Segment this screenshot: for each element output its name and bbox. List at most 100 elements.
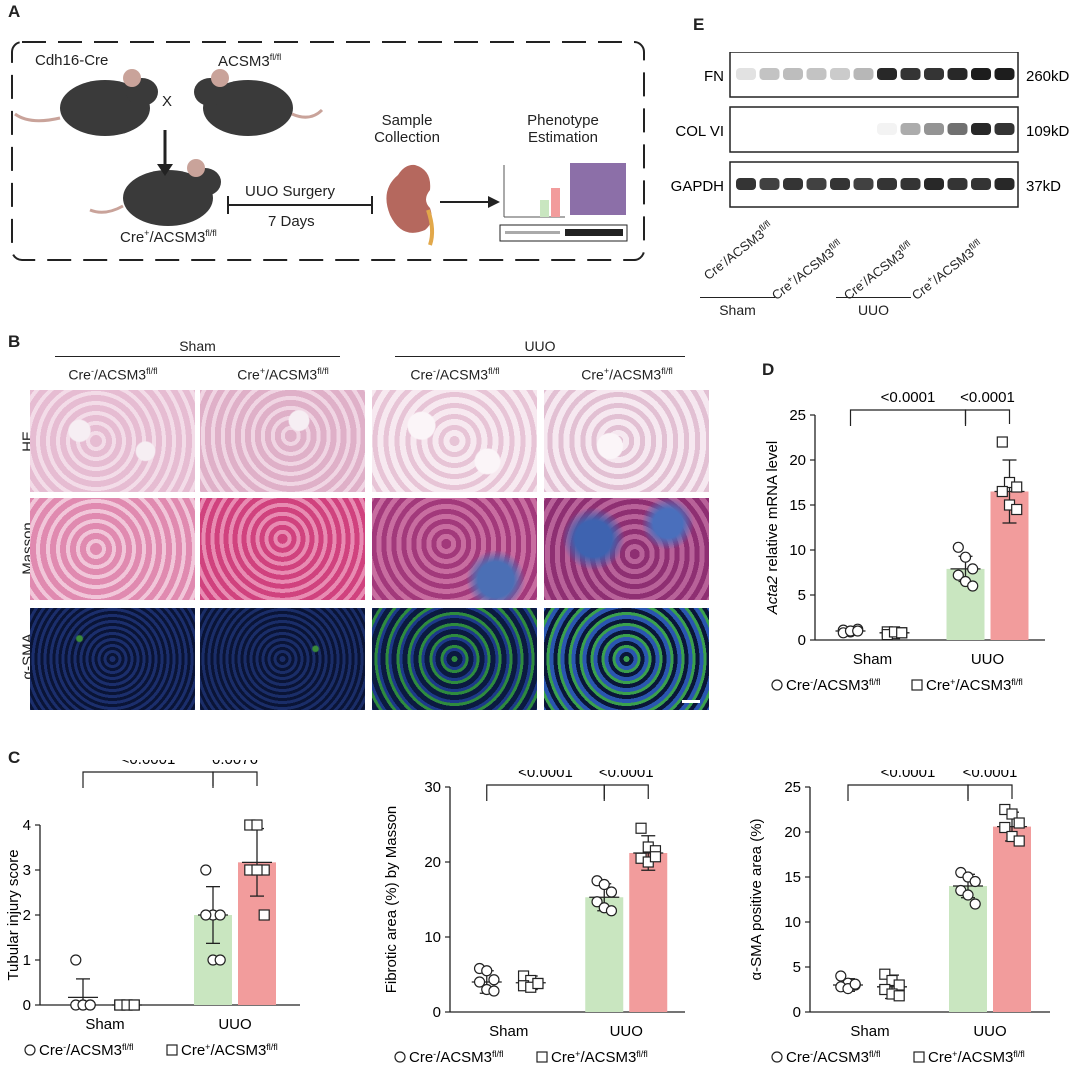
blot-band — [806, 68, 827, 80]
histo-col-2: Cre+/ACSM3fl/fl — [237, 366, 329, 383]
y-tick-label: 0 — [433, 1004, 441, 1021]
y-tick-label: 10 — [784, 914, 801, 931]
data-point — [200, 909, 212, 921]
panel-label-b: B — [8, 332, 21, 351]
blot-band — [759, 178, 780, 190]
blot-band — [994, 178, 1015, 190]
histo-asma-sham-pos — [200, 608, 365, 710]
data-point — [969, 898, 981, 910]
blot-band — [947, 68, 968, 80]
histo-masson-sham-pos — [200, 498, 365, 600]
y-tick-label: 1 — [23, 952, 31, 969]
sig-bracket — [212, 771, 258, 786]
p-value-label: 0.0076 — [212, 760, 258, 768]
histo-masson-uuo-pos — [544, 498, 709, 600]
blot-band — [971, 68, 991, 80]
bar — [629, 853, 668, 1012]
legend-label: Cre-/ACSM3fl/fl — [786, 1049, 881, 1066]
y-tick-label: 20 — [789, 452, 806, 469]
data-point — [605, 886, 618, 898]
y-tick-label: 20 — [424, 854, 441, 871]
surgery-label: UUO Surgery — [245, 183, 336, 200]
data-point — [251, 864, 263, 876]
y-tick-label: 10 — [789, 542, 806, 559]
data-point — [473, 976, 486, 988]
blot-band — [947, 123, 968, 135]
p-value-label: <0.0001 — [518, 770, 573, 781]
data-point — [967, 563, 979, 575]
chart-fibrotic-area: 0 10 20 30 Fibrotic area (%) by Masson Sham UU… — [383, 770, 685, 1066]
blot-box-2 — [729, 106, 1019, 153]
blot-band — [830, 178, 850, 190]
x-category-label: Sham — [853, 651, 892, 668]
data-point — [952, 541, 964, 553]
blot-band — [736, 178, 756, 190]
blot-group-sham: Sham — [719, 302, 756, 318]
data-point — [952, 569, 964, 581]
lane-label-4: Cre+/ACSM3fl/fl — [908, 236, 983, 303]
mini-blot-icon — [499, 224, 628, 242]
histo-group-uuo: UUO — [524, 338, 556, 354]
data-point — [1011, 481, 1023, 493]
histo-col-3: Cre-/ACSM3fl/fl — [410, 366, 500, 383]
legend-marker — [166, 1044, 178, 1056]
legend-marker — [536, 1051, 548, 1063]
data-point — [1013, 817, 1025, 829]
blot-group-uuo: UUO — [857, 302, 890, 318]
y-tick-label: 5 — [793, 959, 801, 976]
y-tick-label: 20 — [784, 824, 801, 841]
data-point — [893, 979, 905, 991]
p-value-label: <0.0001 — [121, 760, 176, 768]
blot-name-2: COL VI — [675, 123, 724, 140]
y-axis-label: Fibrotic area (%) by Masson — [383, 806, 400, 994]
histo-col-1: Cre-/ACSM3fl/fl — [68, 366, 158, 383]
histo-asma-sham-neg — [30, 608, 195, 710]
panel-label-a: A — [8, 2, 21, 21]
data-point — [835, 970, 847, 982]
data-point — [959, 551, 972, 563]
y-tick-label: 15 — [784, 869, 801, 886]
blot-band — [900, 123, 921, 135]
panel-a-frame — [11, 41, 645, 261]
x-category-label: UUO — [610, 1023, 643, 1040]
mini-bar-chart-icon — [503, 165, 565, 218]
data-point — [635, 822, 647, 834]
phenotype-estimation-label: Phenotype Estimation — [527, 112, 599, 146]
blot-band — [877, 68, 897, 80]
cross-symbol: X — [162, 93, 173, 110]
data-point — [214, 954, 226, 966]
data-point — [996, 485, 1008, 498]
y-axis-label: Acta2 relative mRNA level — [764, 441, 781, 615]
blot-band — [994, 123, 1015, 135]
scale-bar — [682, 700, 700, 703]
y-tick-label: 25 — [784, 779, 801, 796]
histo-col-4: Cre+/ACSM3fl/fl — [581, 366, 673, 383]
histo-asma-uuo-pos — [544, 608, 709, 710]
legend-label: Cre-/ACSM3fl/fl — [39, 1042, 134, 1059]
blot-box-1 — [729, 51, 1019, 98]
data-point — [962, 889, 974, 901]
sig-bracket — [964, 409, 1011, 424]
data-point — [996, 436, 1008, 448]
data-point — [214, 909, 226, 921]
blot-name-3: GAPDH — [671, 178, 724, 195]
blot-band — [759, 68, 780, 80]
blot-name-1: FN — [704, 68, 724, 85]
mouse-icon-right — [194, 69, 324, 136]
histo-asma-uuo-neg — [372, 608, 537, 710]
data-point — [70, 954, 82, 966]
blot-band — [853, 178, 874, 190]
data-point — [200, 864, 212, 876]
sig-bracket — [82, 771, 214, 788]
blot-size-1: 260kD — [1026, 68, 1070, 85]
y-tick-label: 2 — [23, 907, 31, 924]
p-value-label: <0.0001 — [599, 770, 654, 781]
data-point — [532, 977, 544, 990]
blot-band — [853, 68, 874, 80]
data-point — [1013, 835, 1025, 847]
legend-label: Cre+/ACSM3fl/fl — [551, 1049, 648, 1066]
x-category-label: Sham — [489, 1023, 528, 1040]
x-category-label: UUO — [973, 1023, 1006, 1040]
data-point — [893, 990, 905, 1002]
western-blot-panel: FN 260kD COL VI 109kD GAPDH 37kD — [660, 51, 1080, 232]
